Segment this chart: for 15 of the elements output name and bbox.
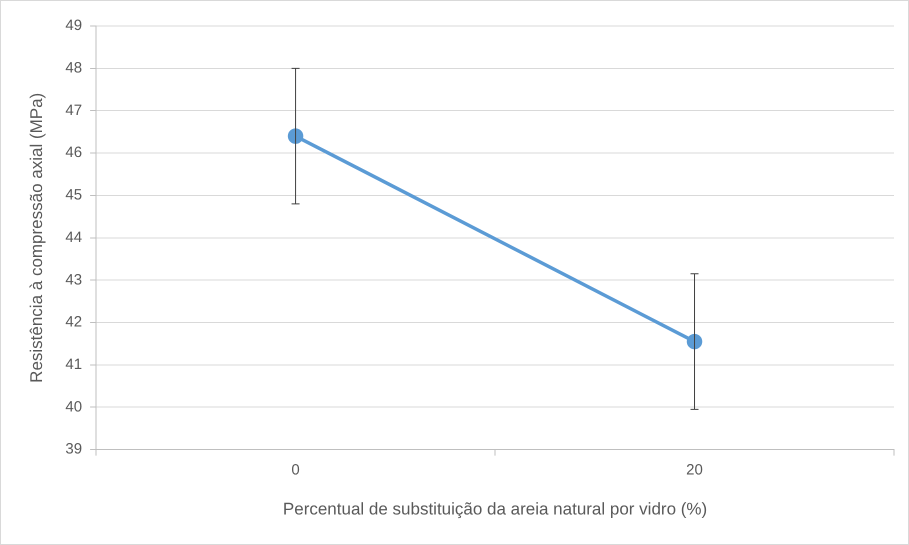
y-tick-label: 46 [65,144,82,162]
y-tick-label: 47 [65,102,82,119]
y-tick-label: 43 [65,271,82,288]
y-tick-label: 41 [65,356,82,374]
y-tick-label: 44 [65,228,82,246]
x-tick-label: 20 [686,462,703,479]
y-tick-label: 40 [65,398,82,416]
y-tick-label: 42 [65,314,82,331]
y-tick-label: 48 [65,60,82,76]
x-tick-label: 0 [291,462,300,479]
y-tick-label: 39 [65,440,82,458]
y-tick-label: 45 [65,186,82,204]
x-axis-title: Percentual de substituição da areia natural por vidro (%) [282,499,708,518]
y-axis-title: Resistência à compressão axial (MPa) [26,92,46,383]
y-tick-label: 49 [65,17,82,34]
